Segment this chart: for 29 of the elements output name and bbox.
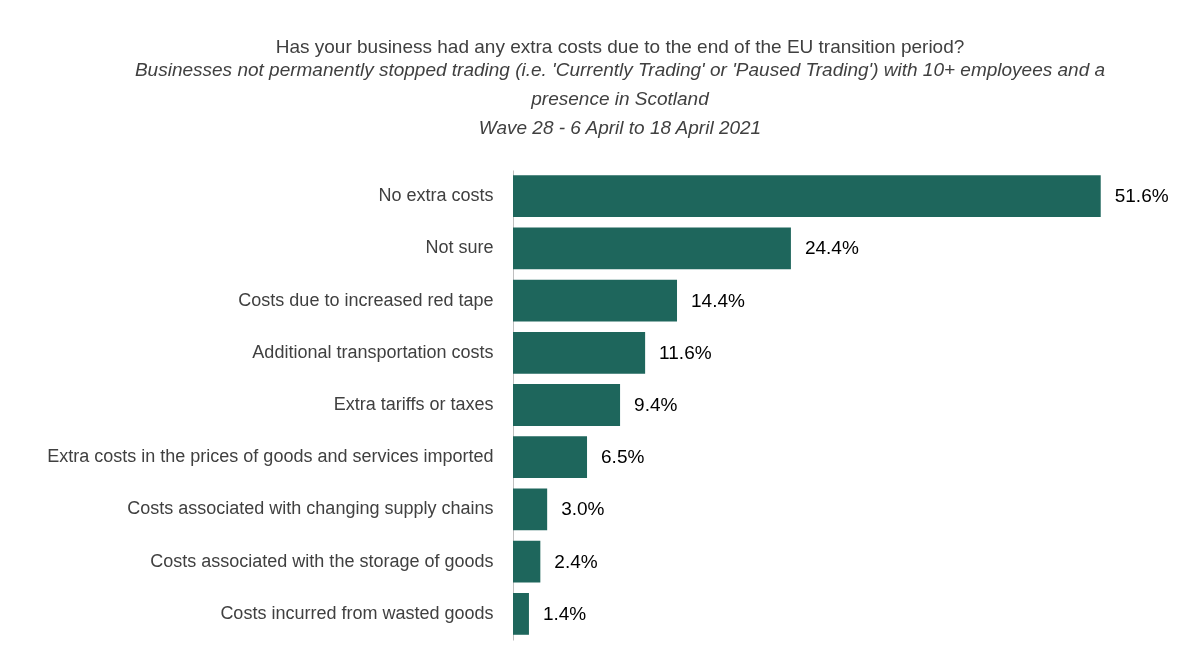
bar [513, 279, 678, 322]
y-tick-label: No extra costs [378, 185, 494, 206]
bar [513, 540, 541, 583]
chart-title: Has your business had any extra costs due to the end of the EU transition period? [275, 36, 965, 57]
y-tick-label: Costs associated with changing supply chains [127, 498, 494, 519]
y-tick-label: Costs associated with the storage of goods [150, 550, 494, 571]
bar [513, 488, 548, 531]
y-tick-label: Not sure [425, 237, 494, 258]
bar [513, 227, 791, 270]
y-tick-label: Extra tariffs or taxes [333, 394, 494, 414]
y-tick-label: Costs due to increased red tape [238, 289, 494, 310]
data-label: 14.4% [691, 289, 745, 311]
data-label: 3.0% [561, 498, 605, 520]
data-label: 51.6% [1114, 185, 1169, 207]
data-label: 2.4% [554, 550, 598, 572]
bar [513, 175, 1101, 217]
bar [513, 593, 529, 635]
bar [513, 331, 646, 374]
data-label: 1.4% [542, 602, 587, 624]
bar [513, 384, 621, 426]
data-label: 9.4% [634, 394, 678, 415]
chart-subtitle: Businesses not permanently stopped trading (i.e. 'Currently Trading' or 'Paused Trading') with 10+ employees and a presence in Scotland Wave 28 - 6 April to 18 April 2021 [134, 59, 1106, 138]
bar [513, 436, 588, 479]
data-label: 24.4% [804, 237, 859, 259]
y-tick-label: Additional transportation costs [252, 341, 494, 362]
y-tick-label: Extra costs in the prices of goods and services imported [47, 446, 494, 467]
y-tick-label: Costs incurred from wasted goods [220, 602, 494, 623]
data-label: 11.6% [659, 341, 712, 363]
data-label: 6.5% [601, 446, 645, 468]
